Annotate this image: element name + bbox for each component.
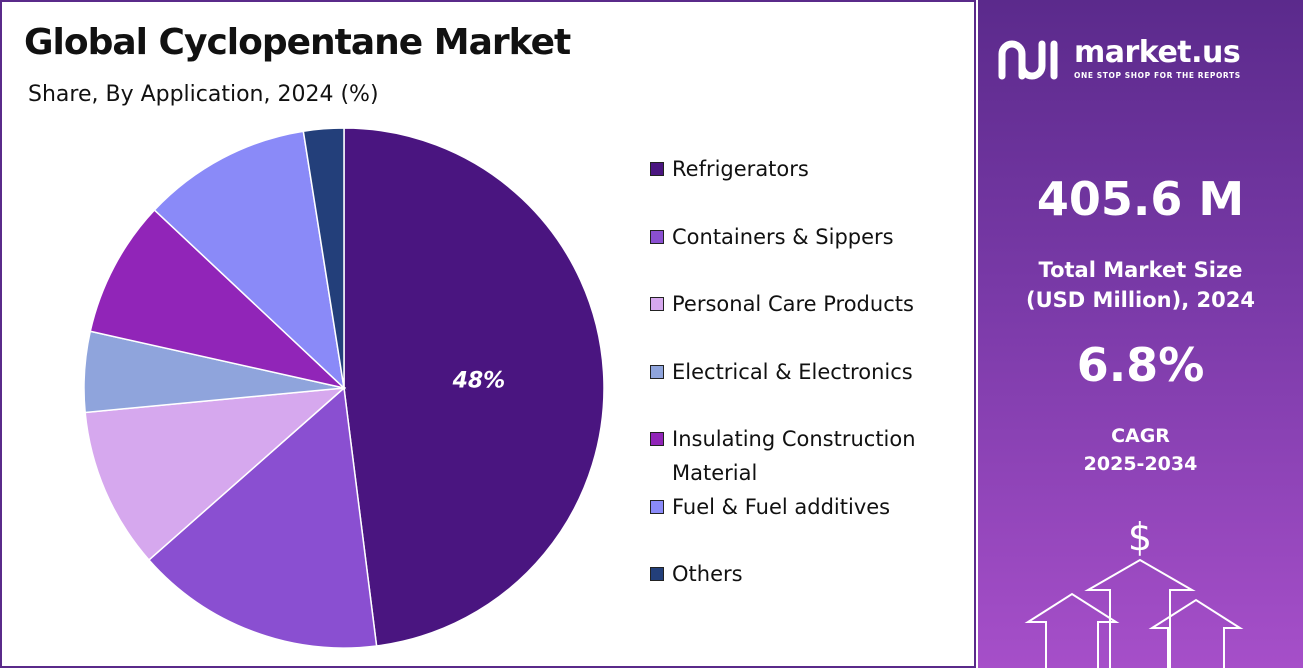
legend-swatch — [650, 162, 664, 176]
chart-title: Global Cyclopentane Market — [24, 22, 571, 63]
legend-item: Containers & Sippers — [650, 220, 962, 254]
legend-label: Others — [672, 562, 743, 586]
market-us-logo-icon — [998, 40, 1058, 80]
legend-label: Insulating Construction Material — [672, 427, 916, 485]
chart-panel: Global Cyclopentane Market Share, By App… — [0, 0, 976, 668]
legend-label: Personal Care Products — [672, 292, 914, 316]
legend-label: Fuel & Fuel additives — [672, 494, 891, 519]
cagr-period: 2025-2034 — [1083, 453, 1198, 475]
pie-data-label: 48% — [452, 369, 506, 394]
brand-logo: market.us ONE STOP SHOP FOR THE REPORTS — [998, 36, 1241, 82]
legend-swatch — [650, 229, 664, 244]
pie-slice-containers-sippers — [147, 386, 378, 649]
legend-label: Containers & Sippers — [672, 224, 894, 249]
pie-slice-others — [302, 127, 345, 389]
legend-swatch — [650, 432, 664, 446]
pie-slice-insulating-construction-material — [89, 208, 347, 390]
stats-panel: market.us ONE STOP SHOP FOR THE REPORTS … — [978, 0, 1303, 668]
legend-label: Refrigerators — [672, 157, 809, 181]
legend-item: Fuel & Fuel additives — [650, 490, 962, 524]
market-size-label-line2: (USD Million), 2024 — [1026, 288, 1255, 312]
legend-swatch — [650, 567, 664, 581]
legend-swatch — [650, 297, 664, 311]
brand-name: market.us — [1074, 35, 1241, 70]
legend-swatch — [650, 499, 664, 514]
pie-slice-refrigerators — [343, 127, 605, 647]
brand-tagline: ONE STOP SHOP FOR THE REPORTS — [1074, 71, 1241, 80]
chart-subtitle: Share, By Application, 2024 (%) — [28, 82, 379, 107]
pie-slice-fuel-fuel-additives — [153, 130, 346, 391]
market-size-value: 405.6 M — [1036, 172, 1245, 226]
legend-swatch — [650, 364, 664, 379]
legend-item: Refrigerators — [650, 152, 962, 186]
legend-label: Electrical & Electronics — [672, 359, 913, 384]
cagr-value: 6.8% — [1076, 338, 1205, 392]
cagr-label: CAGR — [1111, 425, 1170, 447]
pie-slice-personal-care-products — [84, 387, 347, 561]
pie-chart: 48% — [83, 127, 605, 649]
legend-item: Personal Care Products — [650, 287, 962, 321]
legend-item: Others — [650, 557, 962, 591]
legend-item: Insulating Construction Material — [650, 422, 962, 490]
legend-item: Electrical & Electronics — [650, 355, 962, 389]
growth-arrows-icon: $ — [1024, 515, 1244, 668]
market-size-label-line1: Total Market Size — [1038, 258, 1243, 282]
dollar-icon: $ — [1128, 515, 1152, 559]
